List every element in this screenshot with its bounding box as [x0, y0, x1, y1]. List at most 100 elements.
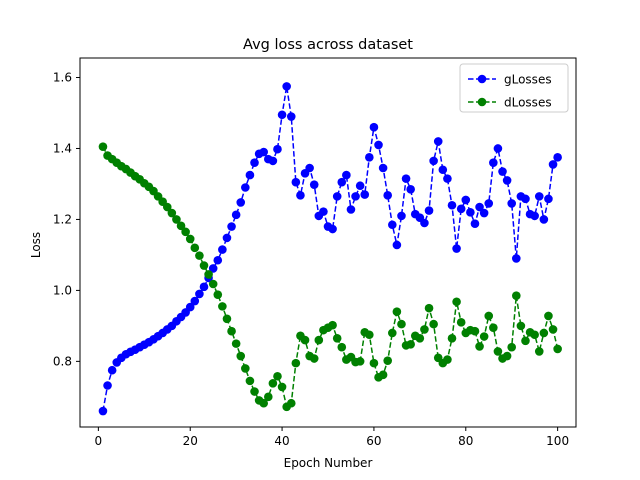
legend-marker: [477, 97, 487, 107]
data-point: [470, 219, 480, 228]
chart-title: Avg loss across dataset: [243, 37, 413, 53]
data-point: [553, 344, 562, 354]
data-point: [222, 233, 232, 243]
data-point: [305, 163, 314, 173]
data-point: [438, 165, 448, 175]
data-point: [539, 215, 549, 224]
data-point: [521, 194, 530, 204]
data-point: [406, 340, 415, 349]
data-point: [424, 206, 434, 215]
data-point: [241, 183, 250, 192]
data-point: [227, 222, 236, 231]
data-point: [369, 122, 379, 132]
data-point: [241, 364, 250, 373]
data-point: [231, 339, 241, 348]
legend-item: dLosses: [468, 96, 552, 110]
data-point: [392, 307, 402, 316]
data-point: [489, 158, 498, 167]
data-point: [208, 279, 218, 289]
data-point: [172, 215, 181, 224]
data-point: [199, 282, 209, 292]
data-point: [516, 321, 526, 331]
data-point: [461, 195, 471, 205]
legend: gLosses dLosses: [459, 63, 569, 113]
y-axis-label: Loss: [29, 232, 43, 258]
data-point: [231, 210, 241, 220]
data-point: [401, 174, 411, 183]
data-point: [309, 180, 319, 189]
data-point: [355, 357, 365, 366]
legend-label: gLosses: [504, 73, 552, 87]
data-point: [286, 398, 296, 408]
data-point: [397, 211, 406, 221]
data-point: [502, 351, 512, 361]
data-point: [378, 163, 388, 173]
data-point: [195, 289, 204, 299]
data-point: [309, 354, 319, 363]
data-point: [185, 302, 195, 312]
data-point: [539, 328, 549, 338]
series-gLosses: [98, 82, 562, 416]
data-point: [397, 319, 406, 329]
x-tick-label: 80: [458, 434, 473, 448]
data-point: [484, 311, 494, 321]
data-point: [470, 326, 480, 336]
data-point: [507, 342, 516, 352]
data-point: [264, 392, 273, 402]
data-point: [447, 334, 457, 343]
data-point: [433, 137, 443, 146]
data-point: [443, 174, 452, 183]
data-point: [456, 318, 466, 327]
data-point: [213, 290, 223, 299]
data-point: [493, 347, 503, 356]
data-point: [277, 382, 287, 392]
plot-area: [98, 82, 562, 416]
y-tick-label: 1.0: [53, 283, 72, 297]
data-point: [502, 176, 512, 185]
legend-marker: [477, 74, 487, 84]
data-point: [250, 158, 259, 167]
data-point: [443, 355, 452, 364]
data-point: [296, 191, 305, 200]
data-point: [479, 332, 489, 341]
data-point: [236, 351, 246, 361]
data-point: [475, 342, 484, 351]
data-point: [291, 358, 301, 368]
x-tick-label: 0: [95, 434, 103, 448]
data-point: [475, 202, 484, 212]
data-point: [176, 221, 186, 231]
data-point: [452, 244, 461, 253]
data-point: [548, 160, 558, 169]
data-point: [300, 335, 310, 345]
data-point: [534, 347, 544, 356]
data-point: [328, 224, 337, 234]
y-tick-label: 1.6: [53, 71, 72, 85]
data-point: [383, 356, 393, 365]
data-point: [429, 156, 438, 166]
x-tick-label: 20: [183, 434, 198, 448]
data-point: [521, 336, 530, 346]
data-point: [484, 199, 494, 208]
data-point: [337, 177, 347, 187]
data-point: [530, 330, 539, 340]
data-point: [383, 191, 393, 200]
data-point: [337, 342, 347, 352]
data-point: [190, 243, 200, 253]
data-point: [273, 144, 282, 154]
data-point: [332, 334, 342, 343]
data-point: [218, 245, 227, 254]
data-point: [268, 156, 278, 166]
data-point: [466, 208, 475, 217]
data-point: [218, 302, 227, 311]
data-point: [190, 296, 200, 306]
data-point: [181, 227, 190, 237]
legend-item: gLosses: [468, 73, 552, 87]
data-point: [489, 323, 498, 332]
x-axis-label: Epoch Number: [284, 456, 373, 470]
data-point: [282, 82, 291, 91]
data-point: [548, 325, 558, 334]
data-point: [512, 291, 521, 301]
data-point: [291, 177, 301, 187]
data-point: [236, 198, 246, 207]
